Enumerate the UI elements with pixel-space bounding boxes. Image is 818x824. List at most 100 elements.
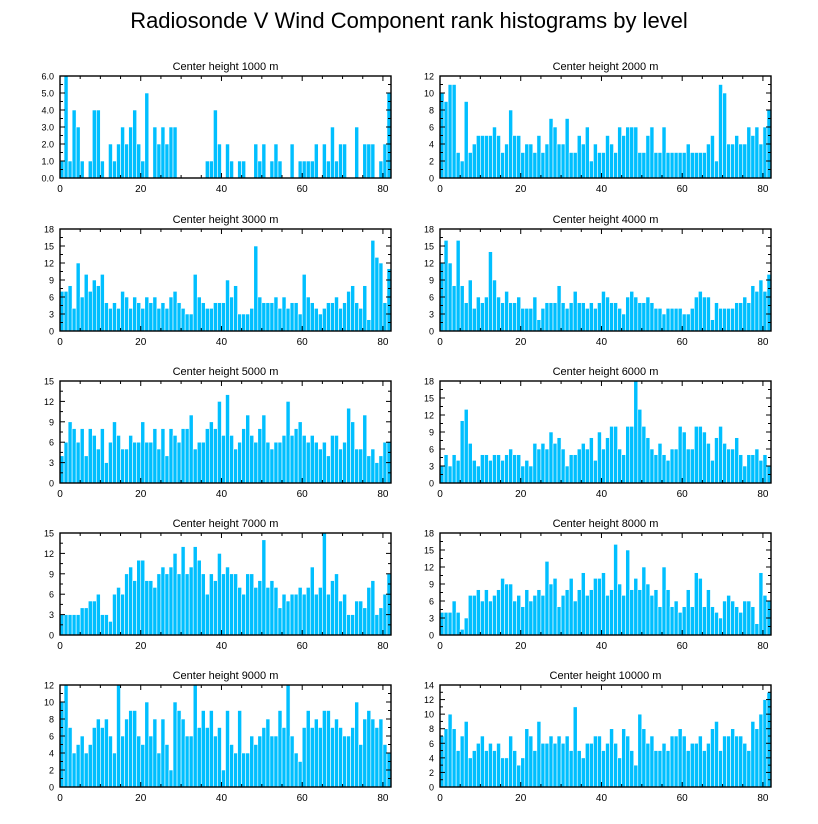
histogram-bar [132,441,137,484]
histogram-bar [140,308,146,332]
x-tick-label: 40 [596,337,608,348]
y-tick-label: 12 [424,411,434,421]
histogram-bar [673,735,679,788]
y-tick-label: 12 [424,259,434,269]
histogram-bar [213,302,218,332]
histogram-bar [156,448,162,484]
histogram-bar [366,710,372,788]
histogram-bar [512,750,517,788]
y-tick-label: 0 [49,479,54,489]
histogram-bar [589,742,594,788]
histogram-bar [641,302,647,332]
histogram-bar [484,454,489,484]
histogram-bar [524,728,530,788]
histogram-bar [116,587,121,636]
y-tick-label: 3 [429,462,434,472]
histogram-bar [508,302,513,332]
histogram-bar [540,152,546,179]
histogram-bar [152,428,158,484]
histogram-bar [673,152,679,179]
histogram-bar [633,380,639,484]
histogram-bar [342,302,347,332]
histogram-bar [742,465,748,484]
histogram-bar [455,240,461,332]
histogram-bar [100,160,105,179]
histogram-bar [568,750,574,788]
histogram-bar [637,152,643,179]
histogram-bar [467,443,473,484]
histogram-bar [96,593,101,636]
histogram-bar [585,742,590,788]
y-tick-label: 12 [44,259,54,269]
histogram-bar [366,455,372,484]
y-tick-label: 12 [44,549,54,559]
x-tick-label: 60 [677,337,689,348]
y-tick-label: 14 [424,681,434,691]
x-tick-label: 20 [515,337,527,348]
histogram-bar [104,614,109,636]
histogram-bar [136,143,142,179]
histogram-bar [229,744,234,788]
histogram-bar [536,135,542,179]
histogram-bar [132,109,137,179]
histogram-bar [762,126,768,179]
histogram-bar [758,279,764,332]
histogram-bar [496,742,501,788]
histogram-bar [229,573,234,636]
y-tick-label: 9 [429,428,434,438]
histogram-bar [338,600,343,636]
histogram-bar [221,573,226,636]
histogram-bar [476,742,481,788]
histogram-bar [455,152,461,179]
panel-title: Center height 9000 m [173,670,279,682]
histogram-bar [293,428,299,484]
histogram-bar [358,600,364,636]
histogram-bar [504,291,509,332]
panel-title: Center height 1000 m [173,61,279,73]
histogram-bar [277,308,283,332]
histogram-bar [265,587,271,636]
histogram-bar [637,302,643,332]
histogram-bar [580,757,586,788]
y-tick-label: 0 [49,783,54,793]
histogram-bar [281,435,287,484]
histogram-bar [669,152,675,179]
histogram-bar [112,593,117,636]
histogram-bar [698,426,703,484]
histogram-bar [714,437,719,484]
y-tick-label: 6 [49,732,54,742]
histogram-bar [378,455,384,484]
histogram-bar [374,614,380,636]
x-tick-label: 40 [216,184,228,195]
x-tick-label: 0 [57,184,63,195]
histogram-bar [285,684,291,788]
histogram-bar [552,126,558,179]
histogram-bar [540,308,546,332]
histogram-bar [180,546,186,636]
histogram-bar [314,593,319,636]
histogram-bar [75,262,81,332]
x-tick-label: 20 [135,337,147,348]
histogram-bar [488,251,493,332]
histogram-bar [67,160,73,179]
panel-title: Center height 4000 m [553,214,659,226]
histogram-bar [463,721,469,788]
histogram-bar [330,435,335,484]
histogram-bar [71,109,77,179]
histogram-bar [152,126,158,179]
histogram-bar [277,710,283,788]
histogram-bar [213,580,218,636]
histogram-bar [120,735,125,788]
histogram-bar [726,448,731,484]
histogram-bar [589,437,594,484]
histogram-bar [221,302,226,332]
histogram-bar [172,553,178,636]
histogram-bar [277,441,283,484]
y-tick-label: 2 [49,766,54,776]
histogram-bar [621,135,626,179]
histogram-bar [362,285,368,332]
histogram-bar [544,742,550,788]
x-tick-label: 60 [677,184,689,195]
histogram-bar [653,750,659,788]
histogram-bar [71,308,77,332]
